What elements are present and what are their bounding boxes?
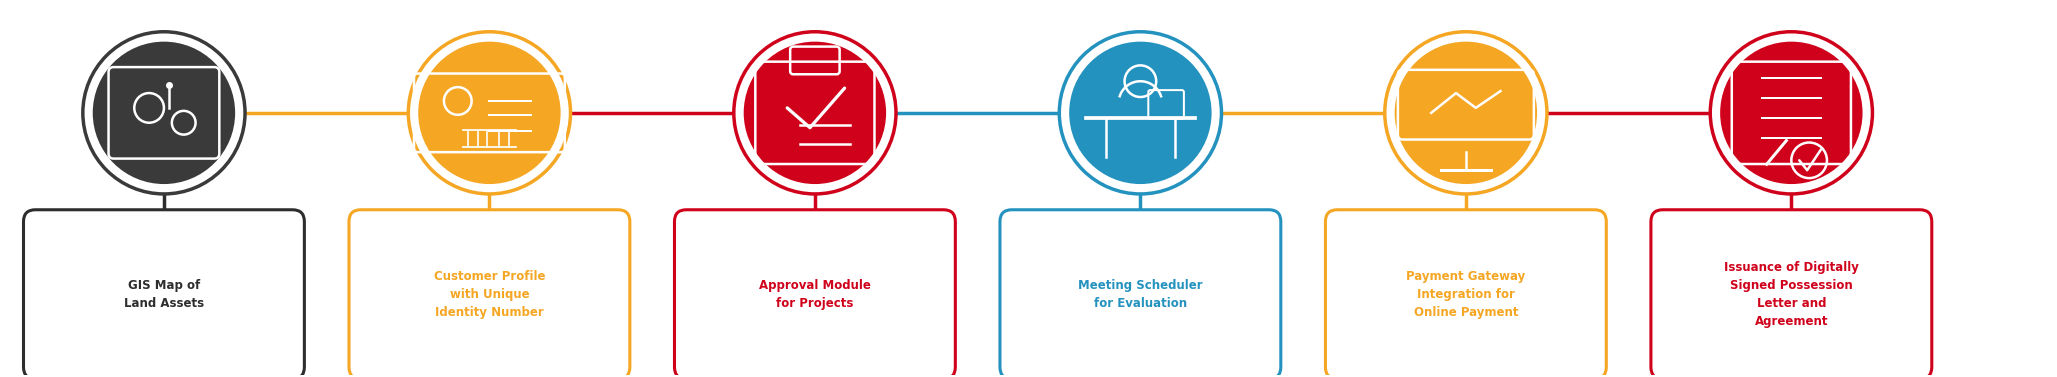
Circle shape xyxy=(1395,41,1537,184)
Circle shape xyxy=(745,41,887,184)
Text: Issuance of Digitally
Signed Possession
Letter and
Agreement: Issuance of Digitally Signed Possession … xyxy=(1724,261,1860,328)
FancyBboxPatch shape xyxy=(1325,210,1607,377)
Text: Payment Gateway
Integration for
Online Payment: Payment Gateway Integration for Online P… xyxy=(1407,270,1526,319)
FancyBboxPatch shape xyxy=(1000,210,1282,377)
Text: Approval Module
for Projects: Approval Module for Projects xyxy=(759,279,870,310)
Circle shape xyxy=(418,41,562,184)
Text: Meeting Scheduler
for Evaluation: Meeting Scheduler for Evaluation xyxy=(1078,279,1203,310)
Circle shape xyxy=(1070,41,1212,184)
FancyBboxPatch shape xyxy=(350,210,629,377)
Circle shape xyxy=(1720,41,1862,184)
FancyBboxPatch shape xyxy=(675,210,954,377)
Text: GIS Map of
Land Assets: GIS Map of Land Assets xyxy=(123,279,204,310)
Text: Customer Profile
with Unique
Identity Number: Customer Profile with Unique Identity Nu… xyxy=(434,270,545,319)
Circle shape xyxy=(93,41,234,184)
FancyBboxPatch shape xyxy=(1652,210,1932,377)
FancyBboxPatch shape xyxy=(23,210,304,377)
